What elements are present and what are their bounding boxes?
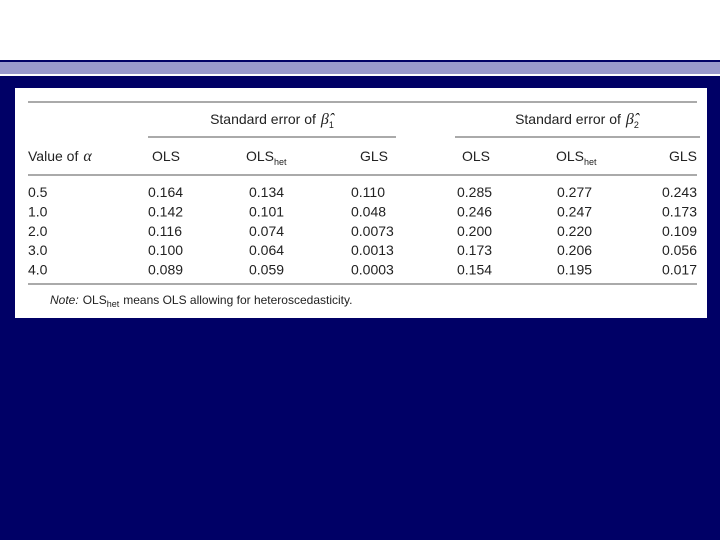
note-label: Note: (50, 293, 79, 307)
cell: 0.134 (249, 184, 284, 200)
column-header: GLS (360, 148, 388, 164)
cell: 0.195 (557, 262, 592, 278)
cell: 0.064 (249, 242, 284, 258)
cell: 0.173 (457, 242, 492, 258)
cell: 0.059 (249, 262, 284, 278)
column-header: OLS (152, 148, 180, 164)
cell: 0.109 (662, 223, 697, 239)
row-label: 2.0 (28, 223, 48, 239)
cell: 0.142 (148, 203, 183, 219)
subscript: het (107, 299, 120, 309)
cell: 0.116 (148, 223, 182, 239)
header-text: GLS (360, 148, 388, 164)
subscript: 2 (634, 120, 639, 130)
cell: 0.247 (557, 203, 592, 219)
cell: 0.200 (457, 223, 492, 239)
cell: 0.154 (457, 262, 492, 278)
cell: 0.101 (249, 203, 284, 219)
cell: 0.285 (457, 184, 492, 200)
top-band (0, 0, 720, 60)
cell: 0.277 (557, 184, 592, 200)
row-label: 3.0 (28, 242, 48, 258)
cell: 0.048 (351, 203, 386, 219)
header-text: OLS (152, 148, 180, 164)
row-label: 4.0 (28, 262, 48, 278)
symbol: α (83, 148, 92, 165)
subscript: het (274, 157, 287, 167)
note: Note: OLShet means OLS allowing for hetero… (50, 293, 352, 309)
cell: 0.220 (557, 223, 592, 239)
subscript: het (584, 157, 597, 167)
cell: 0.017 (662, 262, 697, 278)
table: Standard error of β̂1 Standard error of β̂2… (28, 111, 697, 309)
header-text: Standard error of (210, 111, 316, 127)
cell: 0.056 (662, 242, 697, 258)
cell: 0.0003 (351, 262, 394, 278)
cell: 0.089 (148, 262, 183, 278)
subscript: 1 (329, 120, 334, 130)
cell: 0.173 (662, 203, 697, 219)
table-panel (15, 88, 707, 318)
column-header: GLS (669, 148, 697, 164)
header-text: Value of (28, 148, 78, 164)
column-header: Value of α (28, 148, 92, 165)
header-text: Standard error of (515, 111, 621, 127)
row-label: 1.0 (28, 203, 48, 219)
cell: 0.0013 (351, 242, 394, 258)
header-text: OLS (462, 148, 490, 164)
header-text: GLS (669, 148, 697, 164)
cell: 0.246 (457, 203, 492, 219)
column-header: OLShet (246, 148, 287, 167)
cell: 0.243 (662, 184, 697, 200)
cell: 0.164 (148, 184, 183, 200)
stripe-line (0, 74, 720, 76)
cell: 0.074 (249, 223, 284, 239)
note-text: means OLS allowing for heteroscedasticit… (123, 293, 352, 307)
group-header: Standard error of β̂2 (515, 111, 640, 130)
header-stripe (0, 62, 720, 74)
cell: 0.100 (148, 242, 183, 258)
cell: 0.206 (557, 242, 592, 258)
column-header: OLShet (556, 148, 597, 167)
cell: 0.0073 (351, 223, 394, 239)
column-header: OLS (462, 148, 490, 164)
row-label: 0.5 (28, 184, 48, 200)
header-text: OLS (556, 148, 584, 164)
group-header: Standard error of β̂1 (210, 111, 335, 130)
note-text: OLS (83, 293, 107, 307)
header-text: OLS (246, 148, 274, 164)
cell: 0.110 (351, 184, 385, 200)
